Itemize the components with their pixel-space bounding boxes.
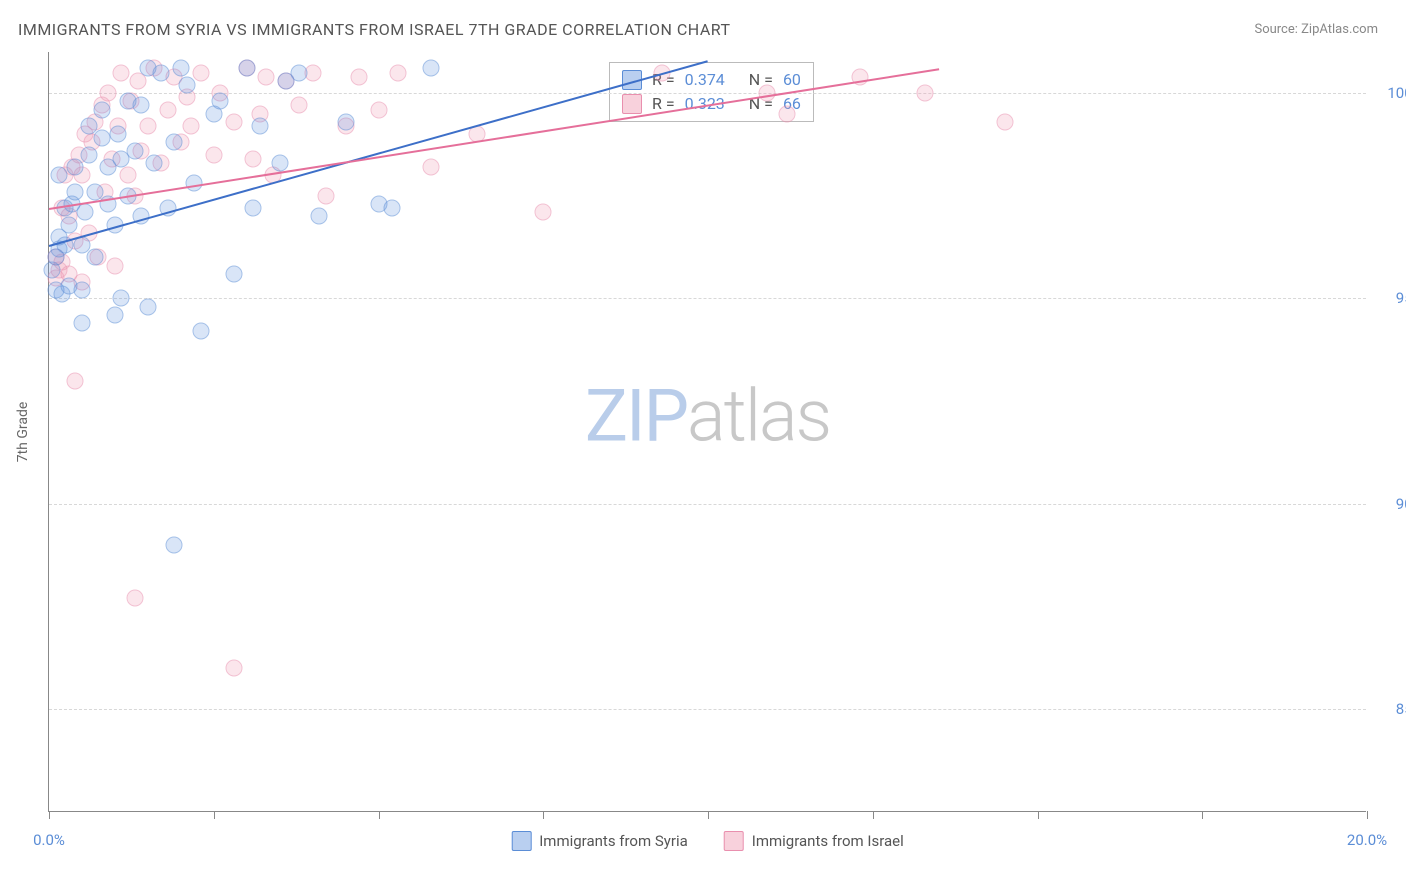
data-point-israel — [996, 113, 1013, 130]
r-value-syria: 0.374 — [685, 68, 725, 92]
data-point-syria — [67, 183, 84, 200]
source-label: Source: ZipAtlas.com — [1254, 22, 1378, 37]
x-tick — [1202, 811, 1203, 819]
swatch-syria — [511, 831, 531, 851]
data-point-israel — [258, 68, 275, 85]
data-point-israel — [225, 113, 242, 130]
y-tick-label: 90.0% — [1376, 495, 1406, 513]
y-tick-label: 95.0% — [1376, 289, 1406, 307]
data-point-syria — [212, 93, 229, 110]
data-point-israel — [390, 64, 407, 81]
data-point-syria — [67, 159, 84, 176]
data-point-israel — [225, 660, 242, 677]
series-legend: Immigrants from Syria Immigrants from Is… — [511, 831, 904, 851]
data-point-syria — [126, 142, 143, 159]
gridline — [49, 93, 1366, 94]
data-point-israel — [120, 167, 137, 184]
data-point-israel — [779, 105, 796, 122]
data-point-israel — [100, 85, 117, 102]
legend-item-israel: Immigrants from Israel — [724, 831, 904, 851]
data-point-syria — [93, 101, 110, 118]
data-point-israel — [370, 101, 387, 118]
plot-area: 7th Grade ZIPatlas R = 0.374 N = 60 R = … — [48, 52, 1366, 812]
x-tick — [214, 811, 215, 819]
x-tick — [379, 811, 380, 819]
data-point-israel — [350, 68, 367, 85]
data-point-syria — [110, 126, 127, 143]
data-point-israel — [192, 64, 209, 81]
data-point-israel — [291, 97, 308, 114]
legend-label-syria: Immigrants from Syria — [539, 832, 688, 850]
gridline — [49, 504, 1366, 505]
watermark: ZIPatlas — [585, 374, 830, 459]
gridline — [49, 709, 1366, 710]
data-point-syria — [172, 60, 189, 77]
swatch-israel — [622, 94, 642, 114]
gridline — [49, 298, 1366, 299]
data-point-syria — [133, 97, 150, 114]
watermark-zip: ZIP — [585, 374, 687, 459]
data-point-israel — [182, 117, 199, 134]
data-point-israel — [67, 372, 84, 389]
data-point-syria — [166, 134, 183, 151]
data-point-israel — [535, 204, 552, 221]
x-tick — [873, 811, 874, 819]
data-point-israel — [917, 85, 934, 102]
data-point-syria — [251, 117, 268, 134]
x-tick — [1038, 811, 1039, 819]
y-tick-label: 100.0% — [1376, 84, 1406, 102]
swatch-israel — [724, 831, 744, 851]
data-point-israel — [205, 146, 222, 163]
x-tick-label: 20.0% — [1347, 831, 1387, 849]
data-point-israel — [113, 64, 130, 81]
data-point-israel — [126, 590, 143, 607]
data-point-syria — [50, 167, 67, 184]
data-point-israel — [245, 150, 262, 167]
data-point-syria — [73, 282, 90, 299]
data-point-syria — [225, 265, 242, 282]
data-point-syria — [113, 290, 130, 307]
chart-title: IMMIGRANTS FROM SYRIA VS IMMIGRANTS FROM… — [18, 20, 731, 39]
data-point-syria — [166, 536, 183, 553]
y-axis-label: 7th Grade — [15, 401, 31, 462]
data-point-syria — [153, 64, 170, 81]
data-point-syria — [179, 76, 196, 93]
y-tick-label: 85.0% — [1376, 700, 1406, 718]
data-point-syria — [146, 154, 163, 171]
x-tick — [1367, 811, 1368, 819]
data-point-syria — [77, 204, 94, 221]
data-point-syria — [106, 306, 123, 323]
data-point-syria — [192, 323, 209, 340]
data-point-syria — [383, 200, 400, 217]
data-point-syria — [337, 113, 354, 130]
data-point-israel — [317, 187, 334, 204]
data-point-syria — [271, 154, 288, 171]
data-point-israel — [159, 101, 176, 118]
data-point-syria — [139, 298, 156, 315]
n-value-syria: 60 — [783, 68, 801, 92]
x-tick — [708, 811, 709, 819]
data-point-syria — [423, 60, 440, 77]
legend-label-israel: Immigrants from Israel — [752, 832, 904, 850]
data-point-israel — [106, 257, 123, 274]
data-point-syria — [60, 216, 77, 233]
data-point-israel — [139, 117, 156, 134]
data-point-syria — [93, 130, 110, 147]
x-tick — [49, 811, 50, 819]
watermark-atlas: atlas — [687, 374, 830, 459]
x-tick — [543, 811, 544, 819]
data-point-syria — [238, 60, 255, 77]
data-point-syria — [80, 146, 97, 163]
data-point-israel — [423, 159, 440, 176]
data-point-syria — [245, 200, 262, 217]
data-point-syria — [311, 208, 328, 225]
data-point-israel — [759, 85, 776, 102]
x-tick-label: 0.0% — [33, 831, 65, 849]
data-point-syria — [87, 249, 104, 266]
data-point-syria — [73, 315, 90, 332]
data-point-syria — [291, 64, 308, 81]
legend-item-syria: Immigrants from Syria — [511, 831, 688, 851]
